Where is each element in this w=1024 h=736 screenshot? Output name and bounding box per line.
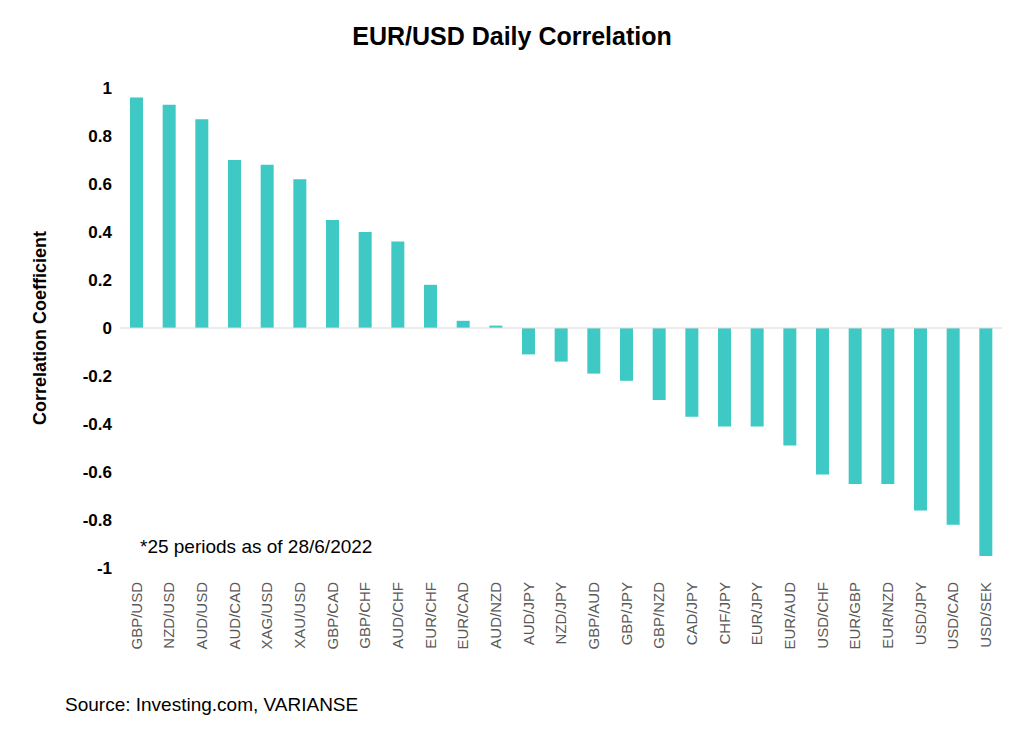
- html-text:Source: Investing.com, VARIANS: Source: Investing.com, VARIANSE: [65, 694, 359, 715]
- svg-text:AUD/CHF: AUD/CHF: [389, 582, 406, 649]
- svg-text:0.8: 0.8: [88, 127, 112, 146]
- svg-text:1: 1: [103, 79, 112, 98]
- svg-text:-1: -1: [97, 559, 112, 578]
- svg-text:-0.6: -0.6: [83, 463, 112, 482]
- svg-text:AUD/CAD: AUD/CAD: [226, 582, 243, 650]
- svg-text:-0.2: -0.2: [83, 367, 112, 386]
- svg-text:AUD/JPY: AUD/JPY: [520, 582, 537, 645]
- svg-text:XAG/USD: XAG/USD: [258, 582, 275, 650]
- svg-text:-0.8: -0.8: [83, 511, 112, 530]
- svg-text:CAD/JPY: CAD/JPY: [683, 582, 700, 645]
- svg-text:CHF/JPY: CHF/JPY: [716, 582, 733, 645]
- svg-text:GBP/CHF: GBP/CHF: [356, 582, 373, 649]
- svg-text:USD/SEK: USD/SEK: [977, 582, 994, 648]
- svg-text:XAU/USD: XAU/USD: [291, 582, 308, 649]
- svg-text:0.4: 0.4: [88, 223, 112, 242]
- svg-text:USD/CHF: USD/CHF: [814, 582, 831, 649]
- svg-text:NZD/USD: NZD/USD: [160, 582, 177, 649]
- svg-text:0.2: 0.2: [88, 271, 112, 290]
- svg-text:AUD/USD: AUD/USD: [193, 582, 210, 650]
- svg-text:0.6: 0.6: [88, 175, 112, 194]
- svg-text:USD/CAD: USD/CAD: [944, 582, 961, 650]
- svg-text:EUR/CAD: EUR/CAD: [454, 582, 471, 650]
- svg-text:EUR/NZD: EUR/NZD: [879, 582, 896, 649]
- svg-text:USD/JPY: USD/JPY: [912, 582, 929, 645]
- svg-text:EUR/GBP: EUR/GBP: [846, 582, 863, 650]
- svg-text:EUR/CHF: EUR/CHF: [422, 582, 439, 649]
- svg-text:-0.4: -0.4: [83, 415, 113, 434]
- html-text:*25 periods as of 28/6/2022: *25 periods as of 28/6/2022: [140, 536, 373, 557]
- svg-text:GBP/AUD: GBP/AUD: [585, 582, 602, 650]
- svg-text:GBP/USD: GBP/USD: [128, 582, 145, 650]
- svg-text:EUR/AUD: EUR/AUD: [781, 582, 798, 650]
- svg-text:0: 0: [103, 319, 112, 338]
- svg-text:GBP/JPY: GBP/JPY: [618, 582, 635, 645]
- svg-text:Correlation Coefficient: Correlation Coefficient: [30, 231, 50, 425]
- svg-text:EUR/JPY: EUR/JPY: [748, 582, 765, 645]
- html-text:EUR/USD Daily Correlation: EUR/USD Daily Correlation: [352, 22, 672, 50]
- svg-text:NZD/JPY: NZD/JPY: [552, 582, 569, 645]
- svg-text:GBP/CAD: GBP/CAD: [324, 582, 341, 650]
- svg-text:AUD/NZD: AUD/NZD: [487, 582, 504, 649]
- svg-text:GBP/NZD: GBP/NZD: [650, 582, 667, 649]
